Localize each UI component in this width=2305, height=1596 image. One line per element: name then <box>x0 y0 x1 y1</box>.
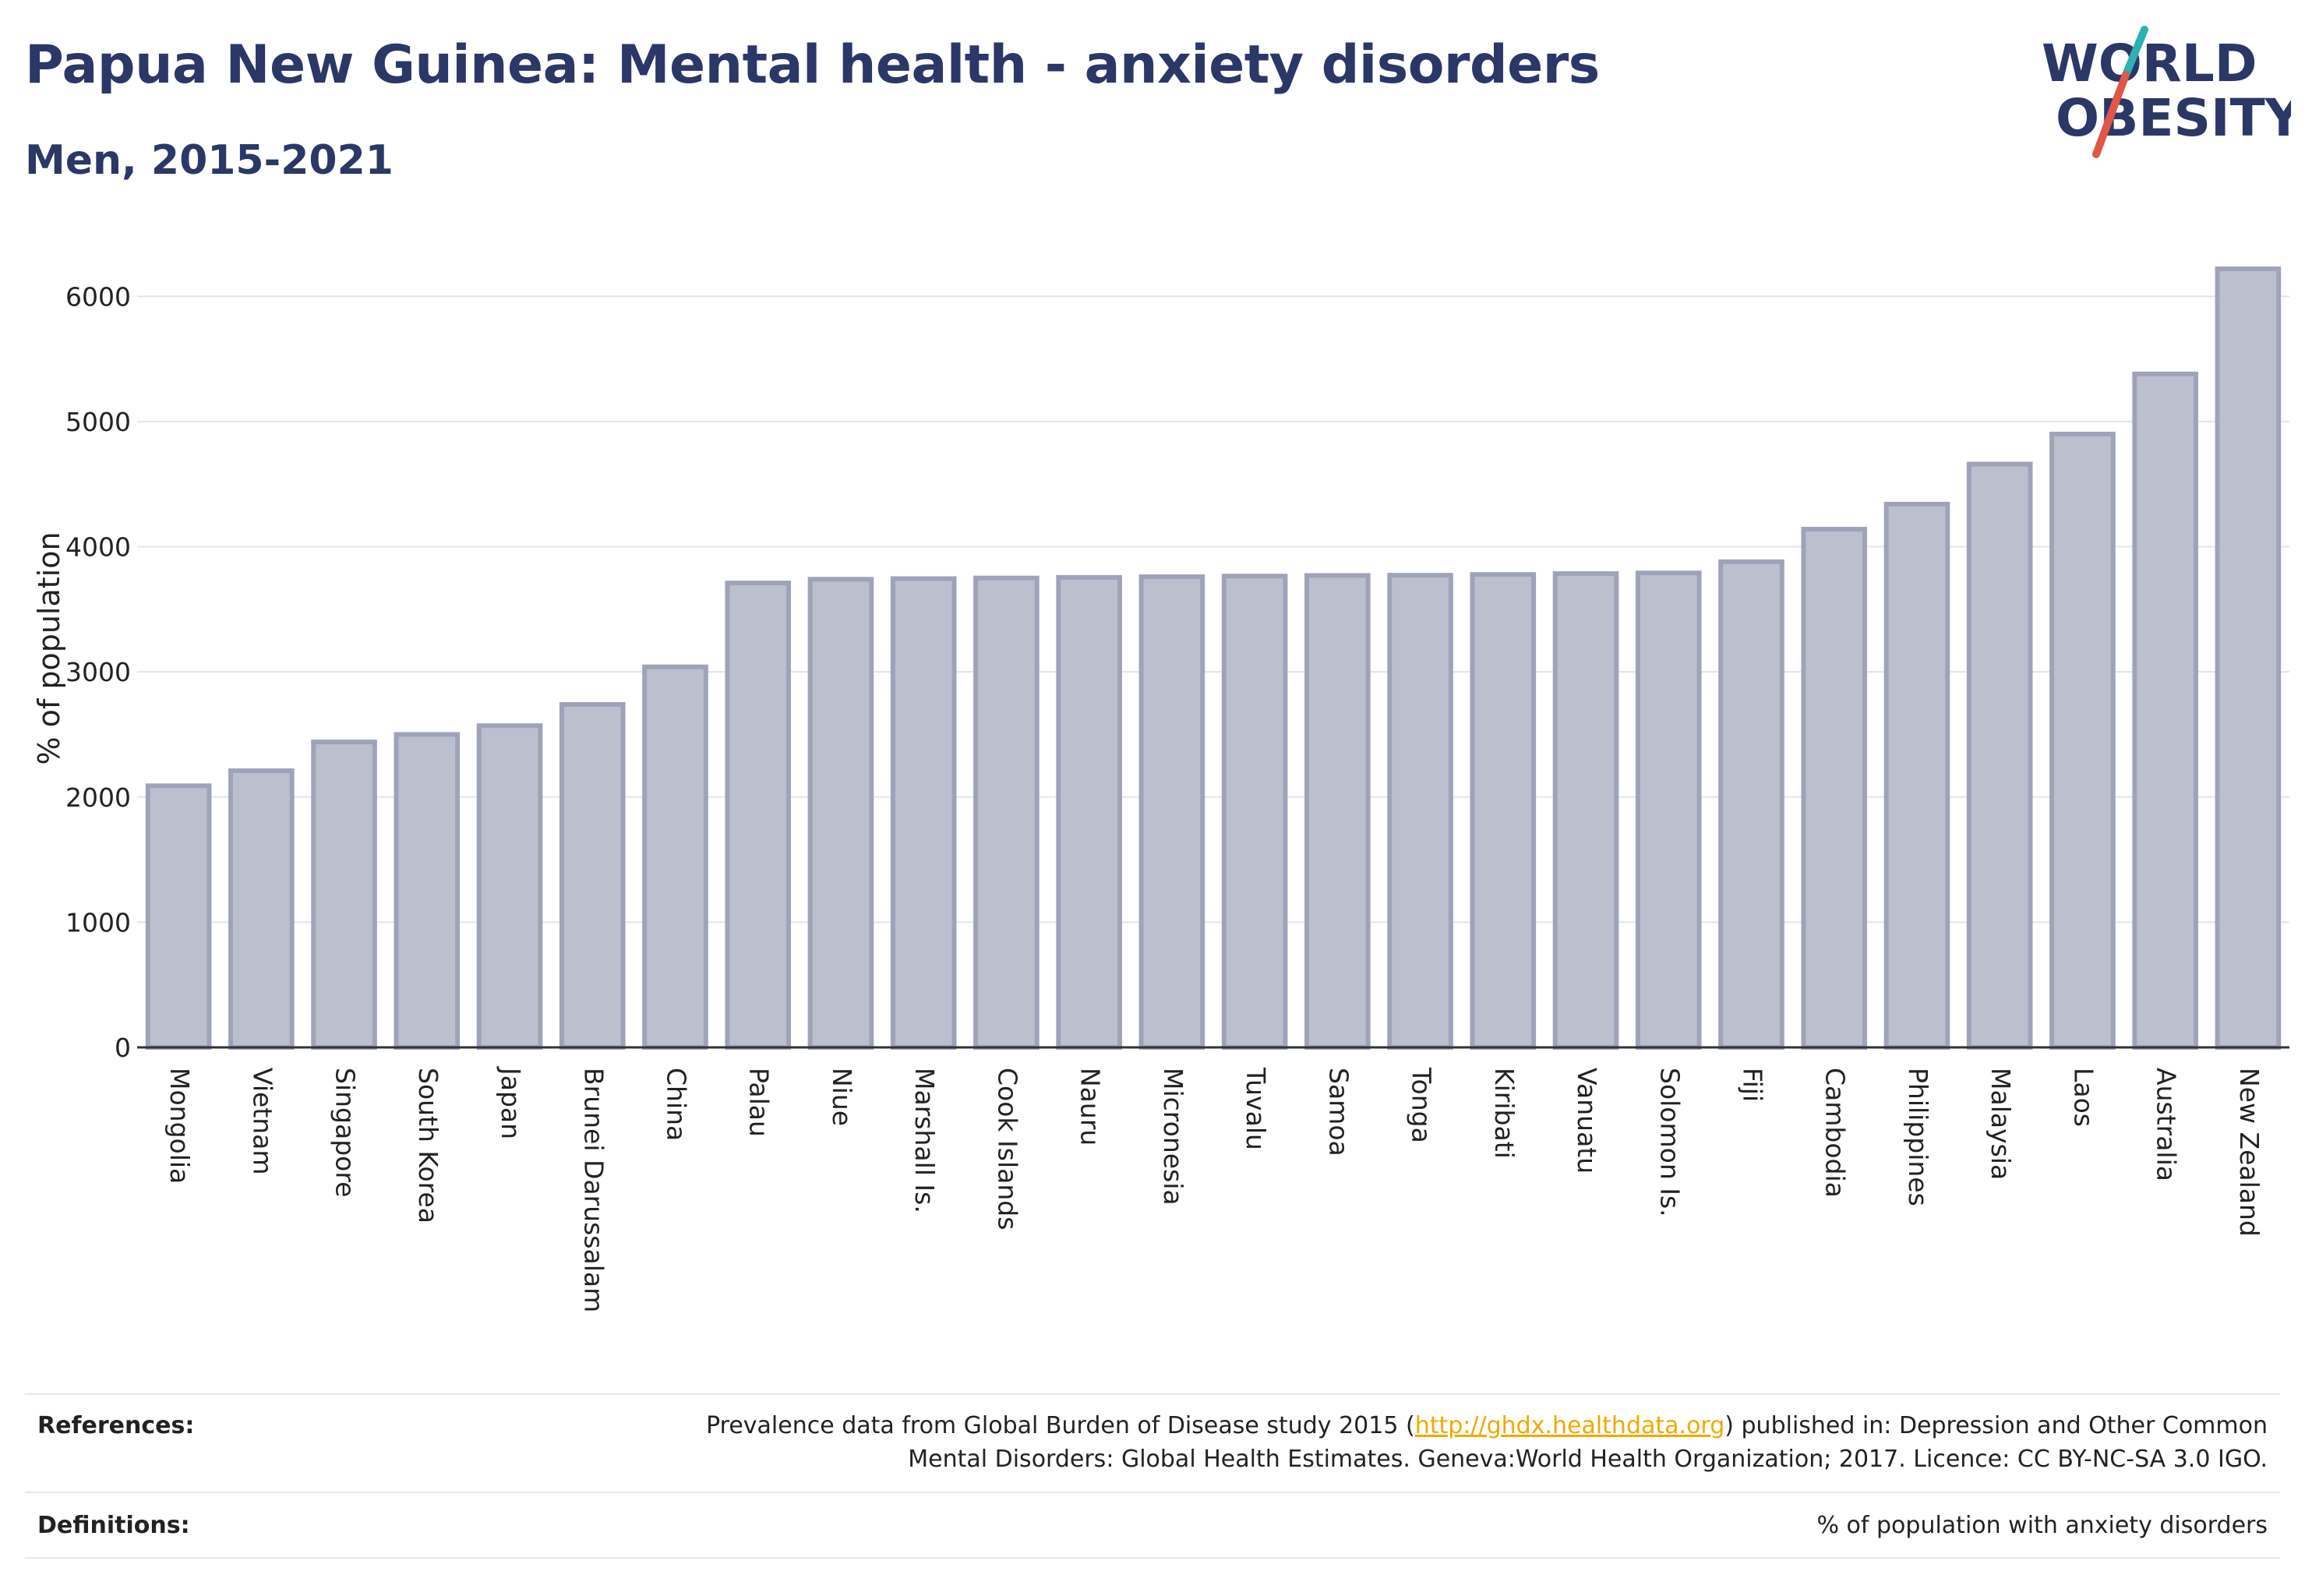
x-tick-label: Mongolia <box>164 1068 195 1184</box>
bar <box>1304 573 1371 1050</box>
bar-chart: 0 1000 2000 3000 4000 5000 6000 Mongolia Vietnam… <box>32 266 2289 1312</box>
bar <box>1056 574 1122 1050</box>
x-tick-label: Samoa <box>1323 1068 1354 1156</box>
x-tick-label: Philippines <box>1903 1068 1933 1206</box>
y-tick-label: 5000 <box>65 407 131 437</box>
bar <box>311 740 377 1050</box>
world-obesity-logo: WORLD OBESITY <box>2042 26 2291 158</box>
divider-middle <box>25 1492 2280 1493</box>
bar <box>394 732 461 1050</box>
bar <box>1966 461 2033 1050</box>
logo-word-obesity: OBESITY <box>2056 88 2291 148</box>
x-tick-label: Tonga <box>1407 1067 1437 1143</box>
bar <box>807 577 874 1050</box>
bar <box>2215 266 2282 1050</box>
x-tick-label: Cambodia <box>1820 1068 1851 1198</box>
x-tick-label: Niue <box>827 1068 857 1126</box>
bar <box>1883 501 1950 1050</box>
x-tick-label: Laos <box>2068 1068 2099 1127</box>
logo-slash-teal <box>2122 26 2148 79</box>
references-line2: Mental Disorders: Global Health Estimate… <box>908 1446 2268 1473</box>
references-text-before: Prevalence data from Global Burden of Di… <box>706 1412 1415 1439</box>
y-tick-label: 1000 <box>65 907 131 937</box>
references-text: Prevalence data from Global Burden of Di… <box>706 1409 2268 1476</box>
y-tick-label: 3000 <box>65 657 131 687</box>
axes: 0 1000 2000 3000 4000 5000 6000 Mongolia Vietnam… <box>65 281 2289 1312</box>
bar <box>1221 574 1288 1050</box>
chart-title: Papua New Guinea: Mental health - anxiet… <box>25 34 1600 96</box>
x-tick-label: Australia <box>2151 1068 2182 1181</box>
bar <box>145 783 212 1050</box>
divider-bottom <box>25 1557 2280 1559</box>
x-tick-label: Cook Islands <box>992 1068 1022 1230</box>
bar <box>1552 571 1619 1050</box>
y-tick-label: 0 <box>115 1033 131 1063</box>
x-tick-label: Micronesia <box>1158 1068 1188 1206</box>
bar <box>1387 573 1453 1050</box>
x-tick-label: Marshall Is. <box>909 1068 940 1213</box>
x-tick-label: Nauru <box>1075 1068 1106 1146</box>
y-tick-label: 2000 <box>65 782 131 813</box>
bar <box>476 723 543 1050</box>
x-tick-label: China <box>662 1068 692 1141</box>
x-tick-label: Solomon Is. <box>1654 1068 1685 1217</box>
logo-word-world: WORLD <box>2042 34 2257 94</box>
x-tick-label: Vietnam <box>247 1068 277 1175</box>
definitions-text: % of population with anxiety disorders <box>1816 1512 2268 1539</box>
definitions-label: Definitions: <box>37 1512 190 1539</box>
divider-top <box>25 1393 2280 1395</box>
bar <box>1801 527 1868 1050</box>
bar <box>1718 559 1784 1050</box>
bar <box>1470 572 1537 1050</box>
grid-lines <box>137 295 2289 923</box>
x-tick-label: Malaysia <box>1986 1068 2016 1180</box>
x-tick-label: Brunei Darussalam <box>578 1068 609 1312</box>
bar <box>559 701 626 1050</box>
bar <box>642 664 708 1050</box>
chart-subtitle: Men, 2015-2021 <box>25 137 394 184</box>
references-panel: References: Prevalence data from Global … <box>25 1393 2280 1573</box>
x-tick-label: Singapore <box>330 1068 361 1197</box>
references-label: References: <box>37 1412 195 1439</box>
bar <box>2132 371 2198 1050</box>
x-tick-label: Japan <box>496 1066 526 1139</box>
x-tick-label: Vanuatu <box>1572 1068 1602 1174</box>
bar <box>973 575 1040 1050</box>
x-tick-label: Palau <box>744 1068 775 1137</box>
y-axis-title: % of population <box>32 531 66 764</box>
references-link[interactable]: http://ghdx.healthdata.org <box>1414 1412 1725 1439</box>
x-tick-label: Fiji <box>1738 1068 1768 1102</box>
y-tick-label: 6000 <box>65 281 131 312</box>
bar <box>1635 570 1702 1050</box>
bar <box>890 576 957 1050</box>
x-tick-label: South Korea <box>413 1068 443 1223</box>
references-text-after: ) published in: Depression and Other Com… <box>1724 1412 2268 1439</box>
bars <box>145 266 2282 1050</box>
x-tick-label: Tuvalu <box>1241 1067 1271 1150</box>
bar <box>2049 431 2116 1050</box>
bar <box>228 768 295 1050</box>
x-tick-label: New Zealand <box>2234 1068 2264 1237</box>
logo-slash-red <box>2092 71 2130 158</box>
y-tick-label: 4000 <box>65 532 131 563</box>
bar <box>1138 574 1205 1050</box>
x-tick-label: Kiribati <box>1489 1068 1520 1159</box>
bar <box>725 581 792 1050</box>
